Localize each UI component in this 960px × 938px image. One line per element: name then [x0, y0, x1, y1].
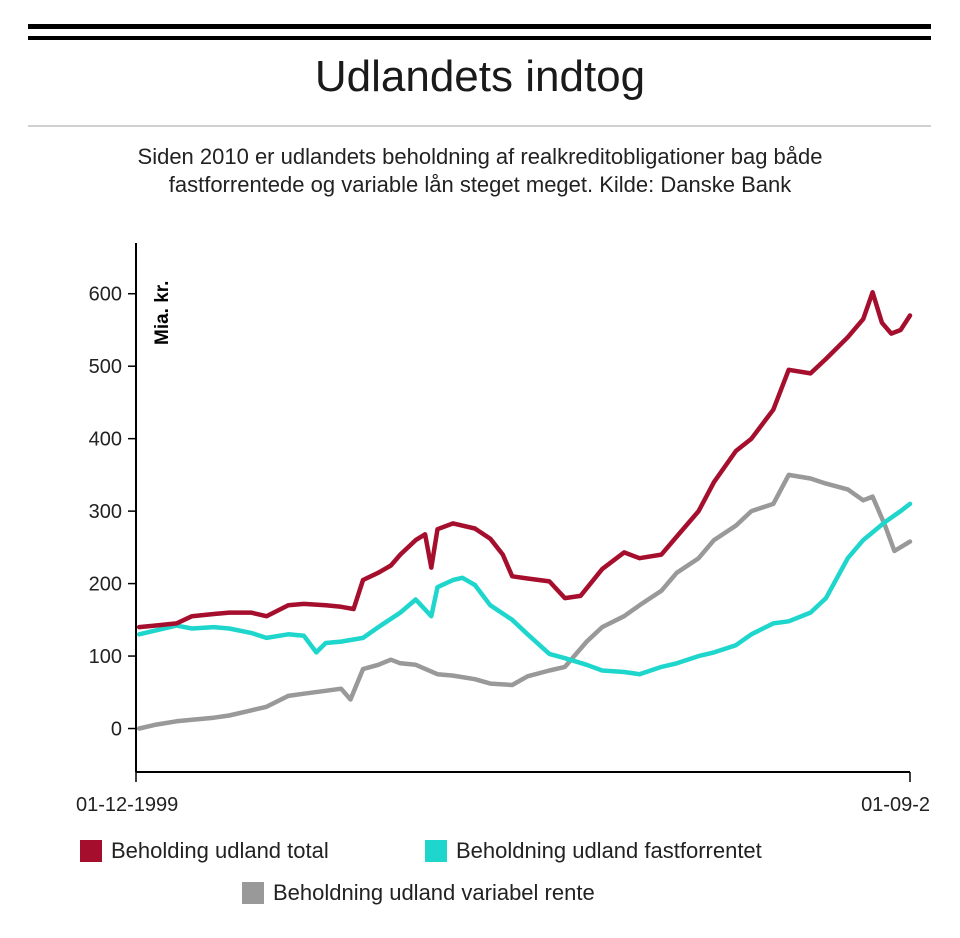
x-tick-label-1: 01-09-2	[861, 794, 930, 816]
chart-title: Udlandets indtog	[314, 52, 646, 101]
header-rule-thin	[28, 36, 931, 40]
legend-label-total: Beholding udland total	[111, 838, 329, 863]
title-divider	[28, 125, 931, 127]
series-fastforrentet-line	[136, 501, 913, 677]
y-tick-label-300: 300	[89, 501, 122, 523]
legend-item-variabel: Beholdning udland variabel rente	[242, 880, 595, 906]
legend-item-total: Beholding udland total	[80, 838, 329, 864]
y-tick-label-500: 500	[89, 356, 122, 378]
subtitle-line-2: fastforrentede og variable lån steget me…	[168, 172, 792, 197]
subtitle-line-1: Siden 2010 er udlandets beholdning af re…	[137, 144, 823, 169]
y-axis-label: Mia. kr.	[152, 281, 173, 345]
x-tick-label-0: 01-12-1999	[76, 794, 178, 816]
legend-swatch-total	[80, 840, 102, 862]
header-rule-thick	[28, 24, 931, 29]
legend-swatch-variabel	[242, 882, 264, 904]
legend-swatch-fastforrentet	[425, 840, 447, 862]
series-variabel-line	[136, 472, 913, 731]
y-tick-label-100: 100	[89, 646, 122, 668]
y-tick-label-600: 600	[89, 284, 122, 306]
y-tick-label-0: 0	[111, 719, 122, 741]
y-tick-label-400: 400	[89, 429, 122, 451]
series-total-line	[136, 290, 913, 630]
legend-item-fastforrentet: Beholdning udland fastforrentet	[425, 838, 762, 864]
legend-label-variabel: Beholdning udland variabel rente	[273, 880, 595, 905]
y-tick-label-200: 200	[89, 574, 122, 596]
chart-subtitle: Siden 2010 er udlandets beholdning af re…	[40, 143, 920, 199]
legend-label-fastforrentet: Beholdning udland fastforrentet	[456, 838, 762, 863]
